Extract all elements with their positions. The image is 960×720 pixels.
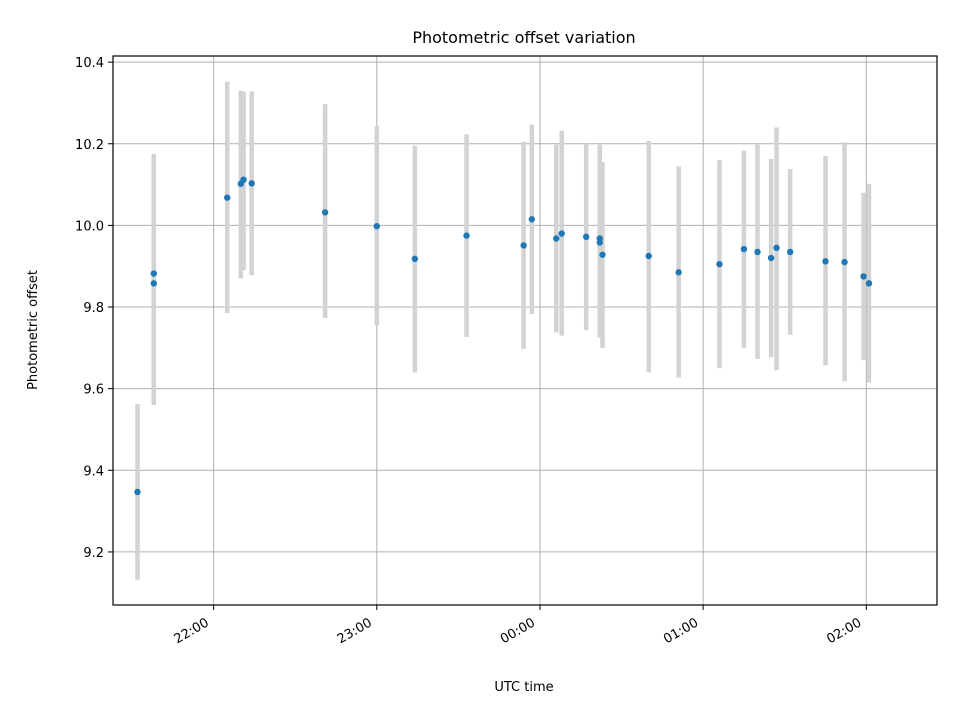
y-tick-label: 10.4: [75, 56, 104, 71]
data-point: [675, 269, 682, 276]
data-point: [582, 233, 590, 241]
data-point: [150, 270, 157, 277]
data-point: [248, 180, 255, 187]
y-tick-label: 9.4: [83, 464, 104, 479]
y-tick-label: 10.2: [75, 138, 104, 153]
data-point: [860, 273, 867, 280]
data-point: [553, 235, 560, 242]
data-point: [463, 232, 470, 239]
data-point: [841, 258, 848, 266]
data-point: [240, 176, 247, 183]
data-point: [411, 255, 419, 263]
data-point: [773, 244, 780, 252]
data-point: [767, 254, 775, 262]
data-point: [150, 280, 157, 287]
data-point: [822, 258, 829, 265]
y-tick-label: 9.2: [83, 546, 104, 561]
x-tick-label: 02:00: [824, 615, 864, 647]
data-point: [865, 280, 873, 287]
data-point: [754, 248, 761, 256]
y-tick-label: 9.6: [83, 383, 104, 398]
data-point: [558, 230, 565, 237]
data-point: [528, 216, 535, 223]
data-point: [373, 223, 380, 230]
y-axis-label: Photometric offset: [26, 270, 41, 390]
data-point: [596, 235, 603, 242]
data-point: [224, 194, 231, 201]
y-tick-label: 10.0: [75, 219, 104, 234]
data-point: [321, 209, 329, 216]
x-tick-label: 01:00: [661, 615, 701, 647]
plot-frame: [112, 55, 938, 606]
data-point: [599, 251, 606, 258]
x-axis-ticks: 22:00 23:00 00:00 01:00 02:00: [172, 605, 867, 647]
data-point: [716, 260, 723, 268]
data-points: [134, 176, 873, 496]
data-point: [520, 242, 527, 249]
x-tick-label: 00:00: [498, 615, 538, 647]
x-axis-label: UTC time: [494, 680, 553, 695]
data-point: [786, 248, 794, 256]
chart-title: Photometric offset variation: [412, 28, 635, 47]
x-tick-label: 22:00: [172, 615, 212, 647]
x-tick-label: 23:00: [335, 615, 375, 647]
data-point: [134, 488, 141, 496]
error-bars: [135, 81, 872, 580]
y-tick-label: 9.8: [83, 301, 104, 316]
data-point: [740, 245, 748, 253]
data-point: [645, 252, 652, 260]
y-axis-ticks: 9.2 9.4 9.6 9.8 10.0 10.2 10.4: [75, 56, 113, 561]
